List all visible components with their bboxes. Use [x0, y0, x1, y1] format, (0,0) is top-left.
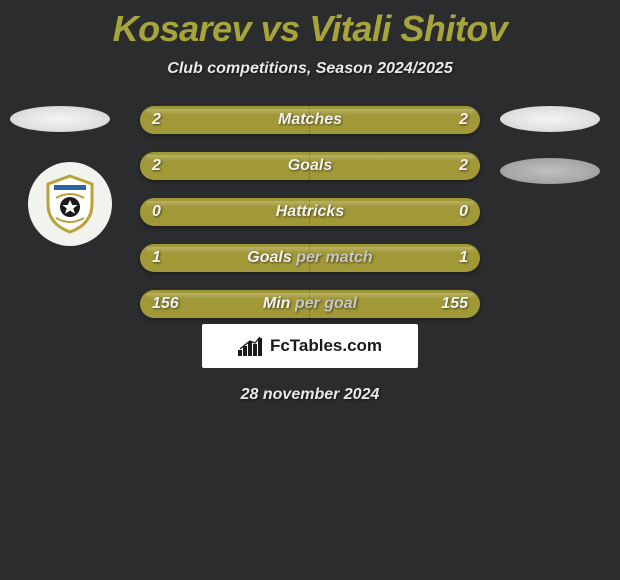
- date-label: 28 november 2024: [0, 386, 620, 404]
- shield-icon: [44, 174, 96, 234]
- value-left: 1: [152, 244, 161, 272]
- bar-left: [140, 244, 310, 272]
- value-left: 2: [152, 106, 161, 134]
- stat-row: 00Hattricks: [140, 198, 480, 226]
- value-left: 156: [152, 290, 179, 318]
- value-left: 2: [152, 152, 161, 180]
- value-right: 0: [459, 198, 468, 226]
- stat-row: 156155Min per goal: [140, 290, 480, 318]
- brand-label: FcTables.com: [270, 336, 382, 356]
- player2-club-logo-2: [500, 158, 600, 184]
- bar-left: [140, 106, 310, 134]
- bar-left: [140, 152, 310, 180]
- stat-row: 11Goals per match: [140, 244, 480, 272]
- subtitle: Club competitions, Season 2024/2025: [0, 60, 620, 78]
- bar-right: [310, 244, 480, 272]
- player1-club-logo-1: [10, 106, 110, 132]
- bar-right: [310, 198, 480, 226]
- player1-club-logo-2: [28, 162, 112, 246]
- bar-right: [310, 152, 480, 180]
- stat-row: 22Goals: [140, 152, 480, 180]
- player2-club-logo-1: [500, 106, 600, 132]
- bar-right: [310, 106, 480, 134]
- value-right: 155: [441, 290, 468, 318]
- stat-rows: 22Matches22Goals00Hattricks11Goals per m…: [140, 106, 480, 336]
- value-right: 1: [459, 244, 468, 272]
- value-right: 2: [459, 106, 468, 134]
- bar-left: [140, 198, 310, 226]
- bars-icon: [238, 336, 264, 356]
- stat-row: 22Matches: [140, 106, 480, 134]
- value-right: 2: [459, 152, 468, 180]
- value-left: 0: [152, 198, 161, 226]
- page-title: Kosarev vs Vitali Shitov: [0, 0, 620, 50]
